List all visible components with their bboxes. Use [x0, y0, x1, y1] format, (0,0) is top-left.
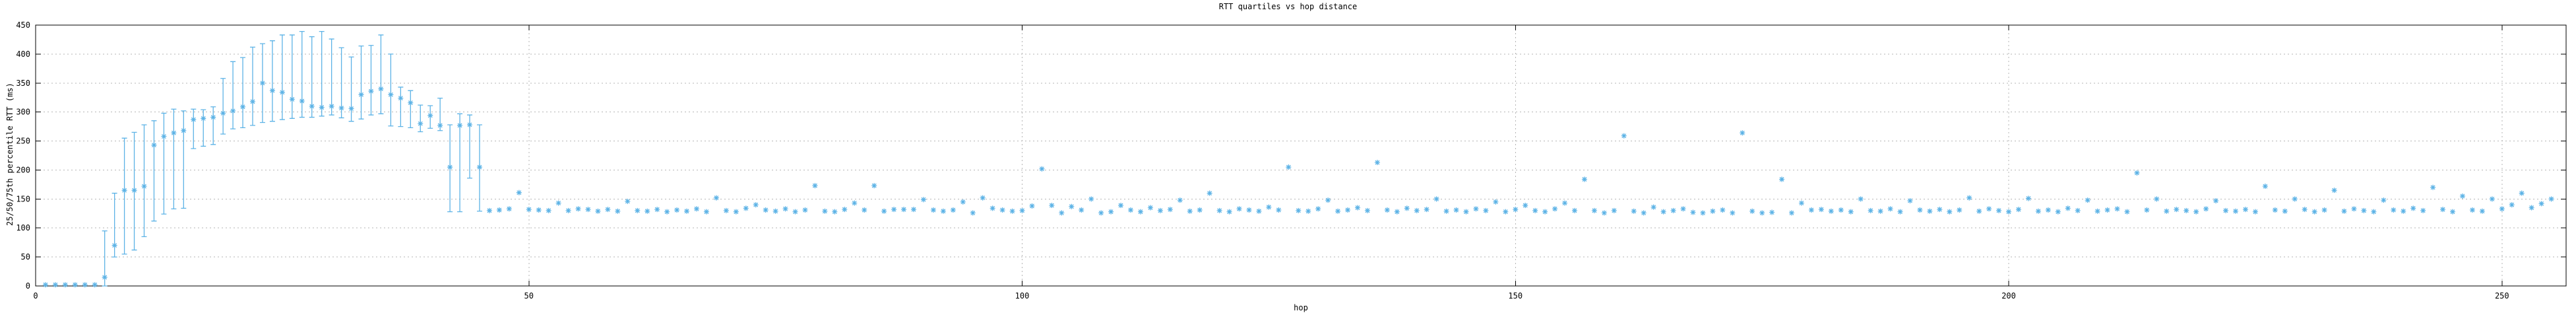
svg-text:250: 250 [16, 137, 30, 146]
gridlines [36, 25, 2566, 286]
svg-text:0: 0 [33, 291, 38, 300]
svg-text:200: 200 [2001, 291, 2016, 300]
x-axis-label: hop [1294, 303, 1308, 312]
data-point-markers [42, 80, 2554, 288]
svg-text:50: 50 [21, 252, 30, 262]
svg-text:450: 450 [16, 20, 30, 30]
plot-border [35, 24, 2567, 287]
svg-text:0: 0 [26, 281, 30, 291]
chart-title: RTT quartiles vs hop distance [1218, 2, 1358, 11]
tick-labels: 0 50 100 150 200 250 300 350 400 450 0 50 100 150 200 2… [16, 20, 2509, 300]
svg-text:150: 150 [1508, 291, 1523, 300]
svg-text:400: 400 [16, 50, 30, 59]
error-bars [102, 31, 482, 287]
svg-text:150: 150 [16, 194, 30, 203]
svg-text:350: 350 [16, 79, 30, 88]
svg-text:200: 200 [16, 165, 30, 174]
svg-text:300: 300 [16, 108, 30, 117]
y-axis-label: 25/50/75th percentile RTT (ms) [5, 83, 15, 226]
svg-text:100: 100 [1015, 291, 1030, 300]
svg-text:250: 250 [2495, 291, 2509, 300]
svg-text:100: 100 [16, 223, 30, 232]
svg-text:50: 50 [524, 291, 534, 300]
tick-marks [35, 24, 2566, 287]
